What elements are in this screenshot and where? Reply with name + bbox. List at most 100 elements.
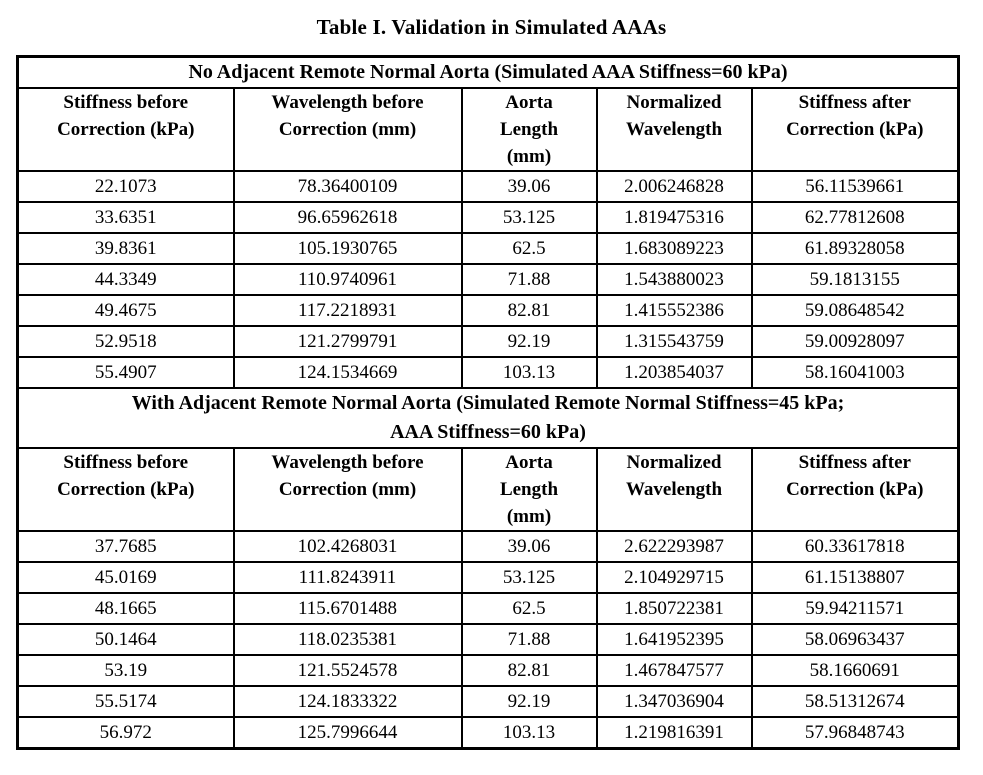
cell: 56.11539661: [750, 170, 960, 203]
cell: 61.15138807: [750, 561, 960, 594]
column-header-wavelength-before: Wavelength before Correction (mm): [232, 447, 463, 532]
cell: 103.13: [460, 716, 598, 750]
cell: 61.89328058: [750, 232, 960, 265]
cell: 92.19: [460, 325, 598, 358]
table-row: 56.972 125.7996644 103.13 1.219816391 57…: [16, 716, 960, 750]
cell: 39.06: [460, 170, 598, 203]
cell: 1.219816391: [595, 716, 753, 750]
table-row: 53.19 121.5524578 82.81 1.467847577 58.1…: [16, 654, 960, 687]
column-header-stiffness-before: Stiffness before Correction (kPa): [16, 87, 235, 172]
cell: 60.33617818: [750, 530, 960, 563]
cell: 110.9740961: [232, 263, 463, 296]
cell: 58.1660691: [750, 654, 960, 687]
cell: 82.81: [460, 294, 598, 327]
section-2-column-header-row: Stiffness before Correction (kPa) Wavele…: [16, 447, 960, 532]
table-row: 39.8361 105.1930765 62.5 1.683089223 61.…: [16, 232, 960, 265]
cell: 33.6351: [16, 201, 235, 234]
table-row: 55.5174 124.1833322 92.19 1.347036904 58…: [16, 685, 960, 718]
section-1-column-header-row: Stiffness before Correction (kPa) Wavele…: [16, 87, 960, 172]
cell: 56.972: [16, 716, 235, 750]
cell: 1.641952395: [595, 623, 753, 656]
table-row: 49.4675 117.2218931 82.81 1.415552386 59…: [16, 294, 960, 327]
cell: 2.104929715: [595, 561, 753, 594]
cell: 57.96848743: [750, 716, 960, 750]
table-row: 48.1665 115.6701488 62.5 1.850722381 59.…: [16, 592, 960, 625]
table-row: 55.4907 124.1534669 103.13 1.203854037 5…: [16, 356, 960, 389]
cell: 96.65962618: [232, 201, 463, 234]
table-row: 44.3349 110.9740961 71.88 1.543880023 59…: [16, 263, 960, 296]
cell: 59.00928097: [750, 325, 960, 358]
cell: 103.13: [460, 356, 598, 389]
cell: 125.7996644: [232, 716, 463, 750]
cell: 1.347036904: [595, 685, 753, 718]
cell: 44.3349: [16, 263, 235, 296]
cell: 124.1534669: [232, 356, 463, 389]
cell: 92.19: [460, 685, 598, 718]
cell: 2.006246828: [595, 170, 753, 203]
cell: 1.819475316: [595, 201, 753, 234]
cell: 121.5524578: [232, 654, 463, 687]
cell: 117.2218931: [232, 294, 463, 327]
cell: 1.543880023: [595, 263, 753, 296]
cell: 62.5: [460, 592, 598, 625]
section-2-header-row: With Adjacent Remote Normal Aorta (Simul…: [16, 387, 960, 449]
cell: 59.1813155: [750, 263, 960, 296]
cell: 1.850722381: [595, 592, 753, 625]
column-header-wavelength-before: Wavelength before Correction (mm): [232, 87, 463, 172]
column-header-stiffness-before: Stiffness before Correction (kPa): [16, 447, 235, 532]
cell: 1.203854037: [595, 356, 753, 389]
table-row: 52.9518 121.2799791 92.19 1.315543759 59…: [16, 325, 960, 358]
cell: 1.415552386: [595, 294, 753, 327]
table-row: 22.1073 78.36400109 39.06 2.006246828 56…: [16, 170, 960, 203]
cell: 39.8361: [16, 232, 235, 265]
cell: 1.683089223: [595, 232, 753, 265]
cell: 124.1833322: [232, 685, 463, 718]
table-row: 33.6351 96.65962618 53.125 1.819475316 6…: [16, 201, 960, 234]
cell: 59.08648542: [750, 294, 960, 327]
column-header-normalized-wavelength: Normalized Wavelength: [595, 447, 753, 532]
cell: 2.622293987: [595, 530, 753, 563]
cell: 102.4268031: [232, 530, 463, 563]
cell: 1.467847577: [595, 654, 753, 687]
column-header-normalized-wavelength: Normalized Wavelength: [595, 87, 753, 172]
cell: 115.6701488: [232, 592, 463, 625]
cell: 82.81: [460, 654, 598, 687]
cell: 58.51312674: [750, 685, 960, 718]
cell: 50.1464: [16, 623, 235, 656]
cell: 78.36400109: [232, 170, 463, 203]
cell: 71.88: [460, 623, 598, 656]
section-1-header: No Adjacent Remote Normal Aorta (Simulat…: [16, 55, 960, 89]
cell: 111.8243911: [232, 561, 463, 594]
section-2-header: With Adjacent Remote Normal Aorta (Simul…: [16, 387, 960, 449]
table-title: Table I. Validation in Simulated AAAs: [316, 15, 667, 39]
validation-table: No Adjacent Remote Normal Aorta (Simulat…: [16, 55, 961, 750]
table-row: 50.1464 118.0235381 71.88 1.641952395 58…: [16, 623, 960, 656]
cell: 58.06963437: [750, 623, 960, 656]
column-header-stiffness-after: Stiffness after Correction (kPa): [750, 87, 960, 172]
cell: 58.16041003: [750, 356, 960, 389]
table-row: 37.7685 102.4268031 39.06 2.622293987 60…: [16, 530, 960, 563]
cell: 55.5174: [16, 685, 235, 718]
cell: 105.1930765: [232, 232, 463, 265]
cell: 1.315543759: [595, 325, 753, 358]
cell: 62.5: [460, 232, 598, 265]
cell: 55.4907: [16, 356, 235, 389]
section-1-header-row: No Adjacent Remote Normal Aorta (Simulat…: [16, 55, 960, 89]
table-row: 45.0169 111.8243911 53.125 2.104929715 6…: [16, 561, 960, 594]
cell: 71.88: [460, 263, 598, 296]
cell: 59.94211571: [750, 592, 960, 625]
cell: 45.0169: [16, 561, 235, 594]
cell: 121.2799791: [232, 325, 463, 358]
cell: 118.0235381: [232, 623, 463, 656]
cell: 62.77812608: [750, 201, 960, 234]
column-header-aorta-length: Aorta Length (mm): [460, 87, 598, 172]
cell: 53.125: [460, 561, 598, 594]
cell: 49.4675: [16, 294, 235, 327]
cell: 53.19: [16, 654, 235, 687]
cell: 39.06: [460, 530, 598, 563]
cell: 53.125: [460, 201, 598, 234]
cell: 37.7685: [16, 530, 235, 563]
cell: 22.1073: [16, 170, 235, 203]
cell: 52.9518: [16, 325, 235, 358]
